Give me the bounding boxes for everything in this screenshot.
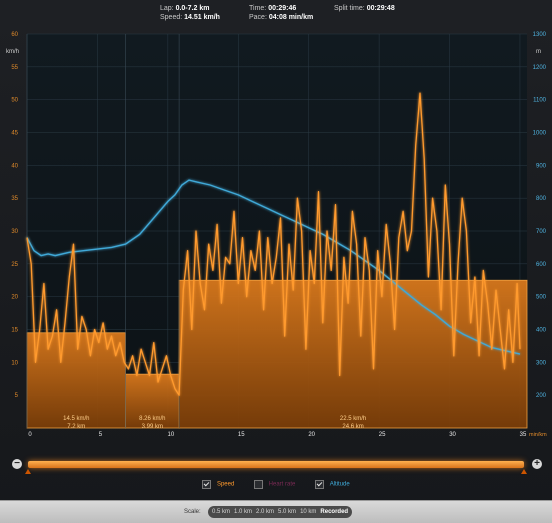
left-axis-tick: 60 xyxy=(11,32,18,38)
left-axis-tick: 15 xyxy=(11,328,18,334)
x-axis-tick: 25 xyxy=(379,432,386,438)
left-axis-tick: 35 xyxy=(11,196,18,202)
altitude-legend-label: Altitude xyxy=(329,481,350,488)
zoom-in-button[interactable]: + xyxy=(532,459,542,469)
right-axis-tick: 1100 xyxy=(533,98,547,104)
lap-bar xyxy=(26,332,126,429)
right-axis-tick: 800 xyxy=(536,196,547,202)
speed-line xyxy=(26,92,521,396)
x-axis-tick: 20 xyxy=(308,432,315,438)
lap-distance-label: 24.6 km xyxy=(342,424,363,430)
lap-speed-label: 14.5 km/h xyxy=(63,416,89,422)
right-axis-tick: 200 xyxy=(536,393,547,399)
scale-option[interactable]: 2.0 km xyxy=(256,509,275,515)
right-axis-tick: 500 xyxy=(536,295,547,301)
altitude-checkbox[interactable] xyxy=(315,480,325,489)
scale-toolbar: Scale: 0.5 km 1.0 km 2.0 km 5.0 km 10 km Reco… xyxy=(0,500,552,523)
legend-speed[interactable]: Speed xyxy=(202,480,234,489)
right-axis-tick: 300 xyxy=(536,360,547,366)
lap-bar xyxy=(125,373,180,429)
left-axis-tick: 45 xyxy=(11,131,18,137)
left-axis-tick: 30 xyxy=(11,229,18,235)
slider-track[interactable] xyxy=(28,461,524,468)
split-time-value: 00:29:48 xyxy=(366,5,395,12)
left-axis-tick: 40 xyxy=(11,163,18,169)
range-slider[interactable]: − + xyxy=(10,455,542,479)
right-axis-unit: m xyxy=(536,49,541,55)
scale-segmented-control[interactable]: 0.5 km 1.0 km 2.0 km 5.0 km 10 km Recorded xyxy=(208,506,353,518)
left-axis-tick: 25 xyxy=(11,262,18,268)
x-axis-tick: 30 xyxy=(449,432,456,438)
lap-stat: Lap: 0.0-7.2 km xyxy=(160,4,209,13)
left-axis-tick: 55 xyxy=(11,65,18,71)
split-time-label: Split time: xyxy=(334,5,365,12)
right-axis-tick: 700 xyxy=(536,229,547,235)
x-axis-tick: 35 xyxy=(520,432,527,438)
time-stat: Time: 00:29:46 xyxy=(249,4,296,13)
lap-bar xyxy=(178,279,528,429)
right-axis-tick: 1200 xyxy=(533,65,547,71)
left-axis-tick: 20 xyxy=(11,295,18,301)
series-legend: Speed Heart rate Altitude xyxy=(0,480,552,492)
speed-checkbox[interactable] xyxy=(202,480,212,489)
x-axis-unit: min/km xyxy=(529,432,547,438)
right-axis-tick: 600 xyxy=(536,262,547,268)
lap-distance-label: 7.2 km xyxy=(67,424,85,430)
pace-stat: Pace: 04:08 min/km xyxy=(249,13,313,22)
speed-legend-label: Speed xyxy=(216,481,235,488)
left-axis-tick: 10 xyxy=(11,360,18,366)
lap-stats-header: Lap: 0.0-7.2 km Speed: 14.51 km/h Time: … xyxy=(0,0,552,30)
time-label: Time: xyxy=(249,5,267,12)
heart-rate-checkbox[interactable] xyxy=(253,480,263,489)
left-axis-tick: 50 xyxy=(11,98,18,104)
split-time-stat: Split time: 00:29:48 xyxy=(334,4,395,13)
slider-left-handle[interactable] xyxy=(25,469,31,474)
speed-label: Speed: xyxy=(160,14,183,21)
x-axis-tick: 10 xyxy=(168,432,175,438)
x-axis-tick: 5 xyxy=(99,432,103,438)
scale-option[interactable]: 5.0 km xyxy=(278,509,297,515)
speed-value: 14.51 km/h xyxy=(184,14,220,21)
pace-label: Pace: xyxy=(249,14,267,21)
altitude-line xyxy=(26,179,521,355)
zoom-out-button[interactable]: − xyxy=(12,459,22,469)
scale-option[interactable]: 1.0 km xyxy=(234,509,253,515)
scale-option[interactable]: Recorded xyxy=(320,509,349,515)
x-axis-tick: 0 xyxy=(28,432,32,438)
lap-value: 0.0-7.2 km xyxy=(175,5,210,12)
lap-speed-label: 8.26 km/h xyxy=(139,416,165,422)
pace-value: 04:08 min/km xyxy=(268,14,314,21)
lap-distance-label: 3.99 km xyxy=(142,424,163,430)
x-axis-tick: 15 xyxy=(238,432,245,438)
right-axis-tick: 900 xyxy=(536,163,547,169)
slider-right-handle[interactable] xyxy=(521,469,527,474)
right-axis-tick: 1300 xyxy=(533,32,547,38)
right-axis-tick: 400 xyxy=(536,328,547,334)
legend-altitude[interactable]: Altitude xyxy=(315,480,350,489)
scale-option[interactable]: 10 km xyxy=(300,509,317,515)
lap-label: Lap: xyxy=(160,5,174,12)
scale-option[interactable]: 0.5 km xyxy=(212,509,231,515)
speed-altitude-chart[interactable]: 14.5 km/h 7.2 km 8.26 km/h 3.99 km 22.5 km/h… xyxy=(0,0,552,450)
lap-speed-label: 22.5 km/h xyxy=(340,416,366,422)
legend-heart-rate[interactable]: Heart rate xyxy=(253,480,296,489)
right-axis-tick: 1000 xyxy=(533,131,547,137)
left-axis-unit: km/h xyxy=(6,49,19,55)
speed-stat: Speed: 14.51 km/h xyxy=(160,13,220,22)
scale-label: Scale: xyxy=(184,509,201,515)
heart-rate-legend-label: Heart rate xyxy=(268,481,296,488)
left-axis-tick: 5 xyxy=(15,393,19,399)
time-value: 00:29:46 xyxy=(268,5,297,12)
